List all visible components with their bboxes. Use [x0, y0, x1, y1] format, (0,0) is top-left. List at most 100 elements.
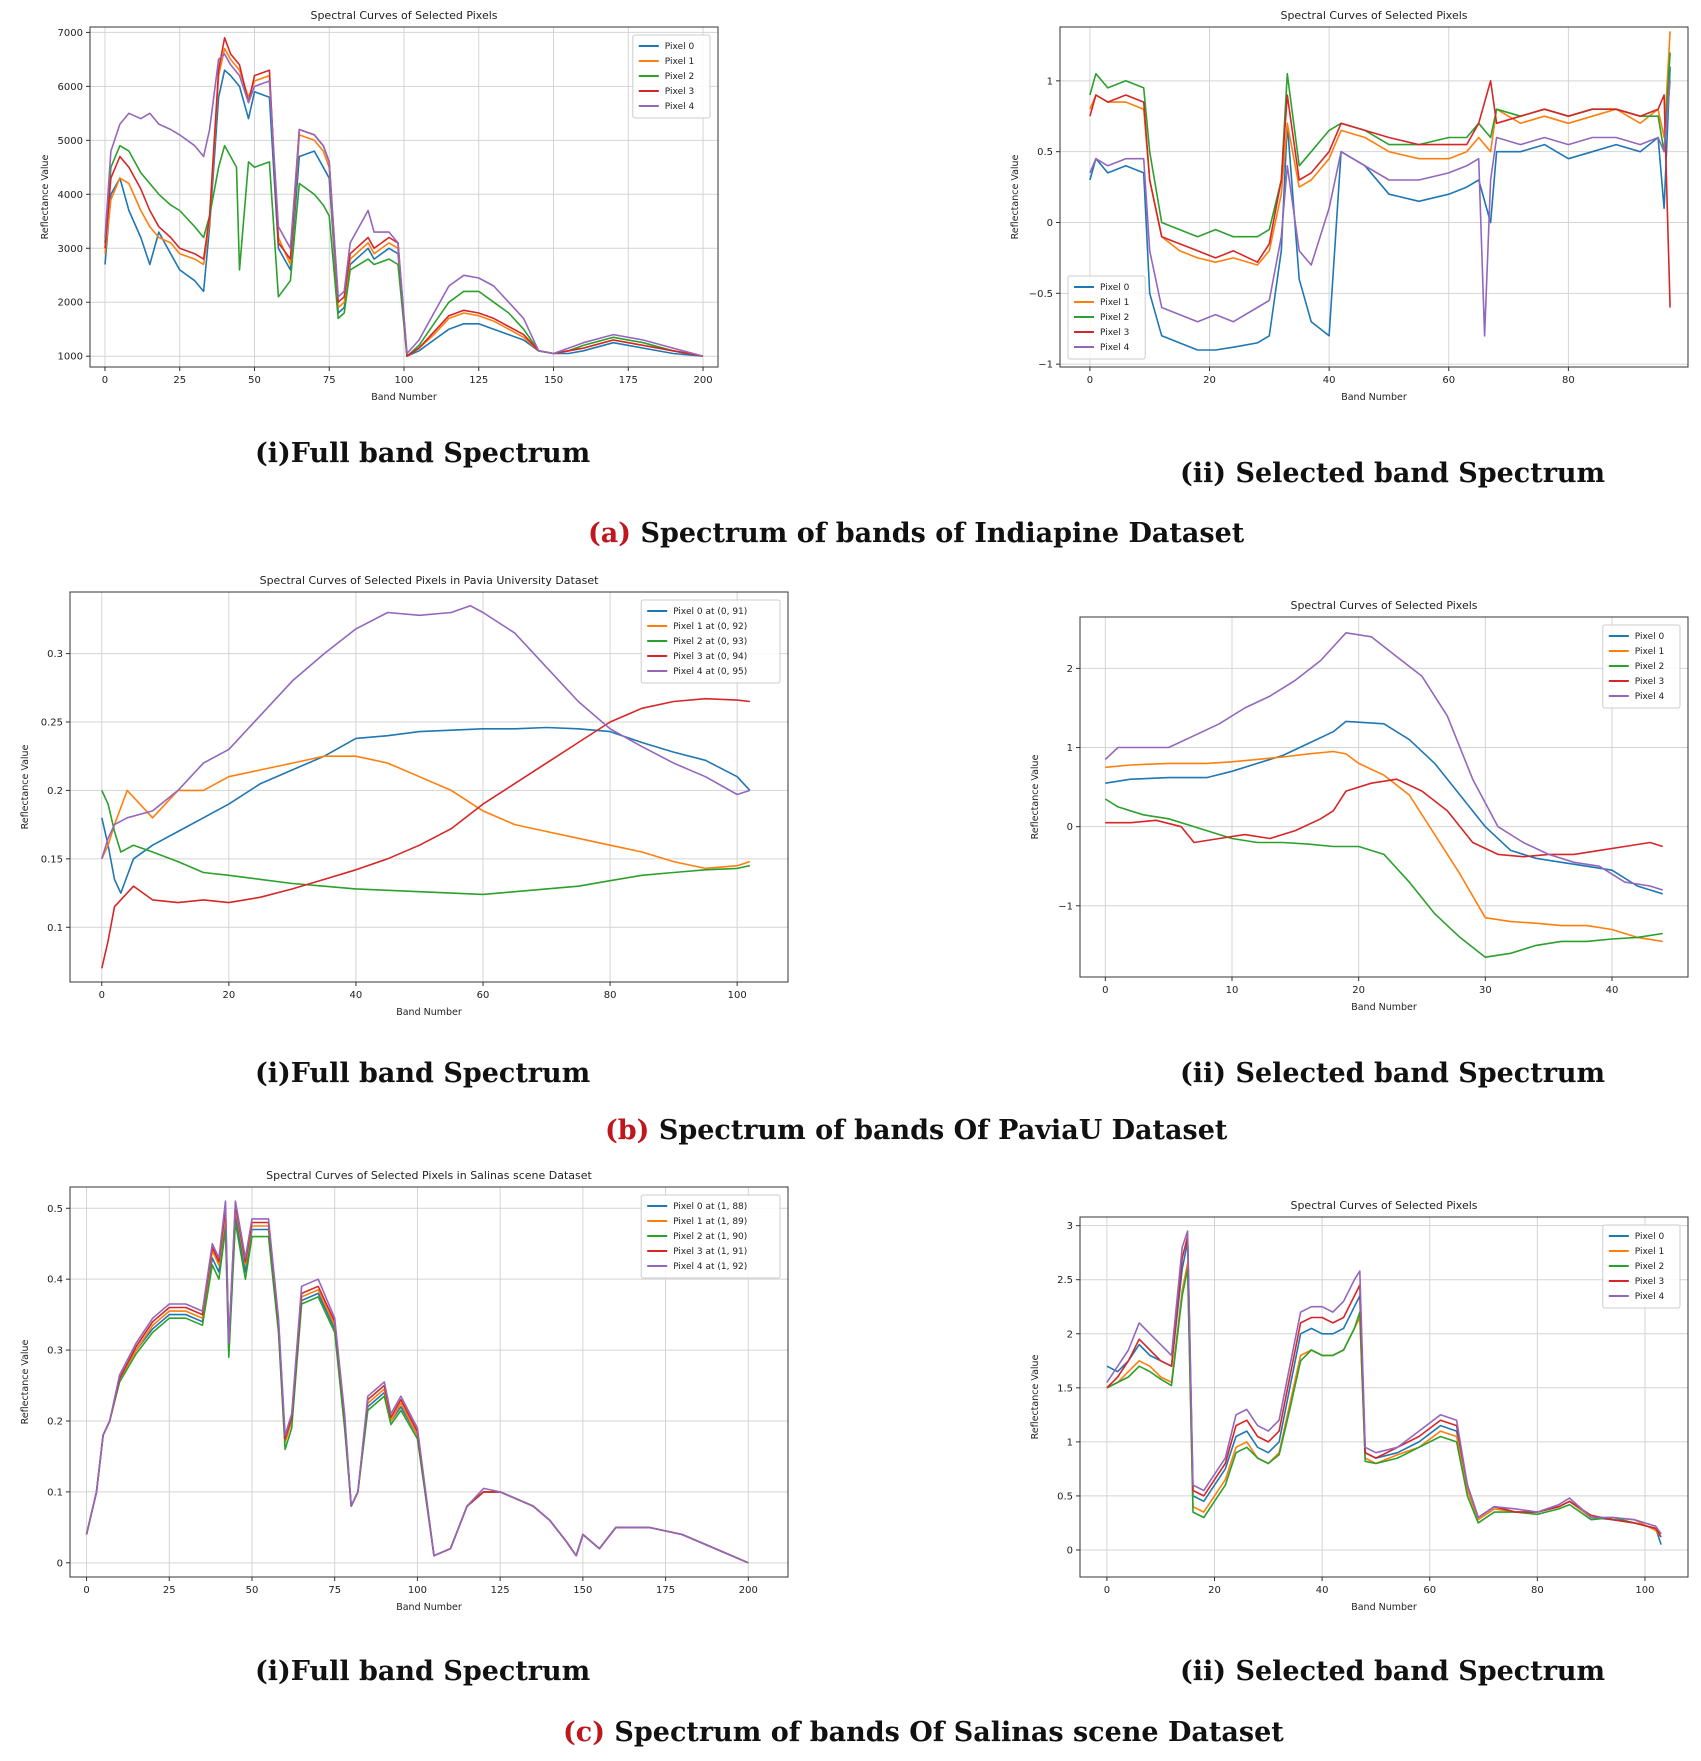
legend-label: Pixel 3 [1635, 1277, 1664, 1287]
x-tick-label: 0 [1087, 375, 1093, 386]
series-line-pixel-1 [1105, 750, 1663, 943]
series-line-pixel-2 [1106, 1268, 1662, 1535]
section-title-a: (a) Spectrum of bands of Indiapine Datas… [588, 518, 1244, 549]
plot-frame [1079, 1216, 1689, 1578]
plot-frame [1059, 26, 1689, 368]
legend-label: Pixel 2 [665, 72, 694, 82]
chart-title: Spectral Curves of Selected Pixels [1280, 9, 1467, 22]
x-tick-label: 50 [246, 1585, 259, 1596]
series-line-pixel-2 [1104, 798, 1663, 958]
legend-label: Pixel 3 [1100, 328, 1129, 338]
y-tick-label: 0.5 [47, 1204, 63, 1215]
chart-b1: Spectral Curves of Selected Pixels in Pa… [10, 570, 800, 1030]
x-tick-label: 25 [163, 1585, 176, 1596]
y-tick-label: 2 [1067, 1329, 1073, 1340]
legend-label: Pixel 3 [665, 87, 694, 97]
legend-label: Pixel 1 at (0, 92) [673, 622, 747, 632]
y-tick-label: 2000 [58, 298, 83, 309]
y-tick-label: 0.3 [47, 649, 63, 660]
y-tick-label: 0.1 [47, 1487, 63, 1498]
y-tick-label: 7000 [58, 28, 83, 39]
series-line-pixel-4 [1106, 1230, 1662, 1535]
x-axis-label: Band Number [1341, 392, 1407, 403]
legend-label: Pixel 4 [1635, 692, 1665, 702]
y-axis-label: Reflectance Value [20, 744, 31, 829]
legend: Pixel 0 at (1, 88) Pixel 1 at (1, 89) Pixe… [640, 1194, 781, 1279]
legend-label: Pixel 0 at (1, 88) [673, 1202, 747, 1212]
series-line-pixel-2 [1089, 52, 1671, 238]
x-tick-label: 40 [1606, 985, 1619, 996]
y-tick-label: 1 [1067, 743, 1073, 754]
legend-label: Pixel 3 at (1, 91) [673, 1247, 747, 1257]
section-title-b: (b) Spectrum of bands Of PaviaU Dataset [605, 1115, 1227, 1146]
plot-frame [1079, 616, 1689, 978]
grid [86, 27, 718, 371]
x-tick-label: 125 [491, 1585, 510, 1596]
grid [1076, 1217, 1688, 1581]
legend: Pixel 0 Pixel 1 Pixel 2 Pixel 3 Pixel 4 [1067, 275, 1146, 360]
chart-title: Spectral Curves of Selected Pixels in Sa… [266, 1169, 592, 1182]
legend-label: Pixel 0 [1100, 283, 1130, 293]
chart-title: Spectral Curves of Selected Pixels [1290, 599, 1477, 612]
x-axis-label: Band Number [396, 1007, 462, 1018]
legend-label: Pixel 4 [1100, 343, 1130, 353]
caption-b-full: (i)Full band Spectrum [255, 1058, 591, 1089]
x-tick-label: 0 [102, 375, 108, 386]
legend-label: Pixel 3 at (0, 94) [673, 652, 747, 662]
legend-label: Pixel 2 [1635, 1262, 1664, 1272]
legend-label: Pixel 1 [1100, 298, 1129, 308]
legend-label: Pixel 2 [1100, 313, 1129, 323]
y-tick-label: 0 [1067, 1545, 1073, 1556]
caption-c-selected: (ii) Selected band Spectrum [1180, 1656, 1606, 1687]
series-line-pixel-2 [101, 790, 751, 896]
x-tick-label: 60 [1442, 375, 1455, 386]
y-axis-label: Reflectance Value [1010, 154, 1021, 239]
y-tick-label: 0.5 [1037, 147, 1053, 158]
x-tick-label: 0 [1104, 1585, 1110, 1596]
x-tick-label: 40 [1323, 375, 1336, 386]
series-line-pixel-1 [1089, 31, 1671, 266]
y-tick-label: 1.5 [1057, 1383, 1073, 1394]
legend-label: Pixel 1 [1635, 1247, 1664, 1257]
y-tick-label: 2 [1067, 664, 1073, 675]
x-tick-label: 40 [1316, 1585, 1329, 1596]
legend-label: Pixel 0 [1635, 632, 1665, 642]
series-line-pixel-4 [1104, 632, 1663, 891]
series-line-pixel-2 [104, 144, 704, 357]
caption-a-full: (i)Full band Spectrum [255, 438, 591, 469]
x-tick-label: 200 [694, 375, 713, 386]
series-line-pixel-4 [104, 53, 704, 357]
x-tick-label: 40 [350, 990, 363, 1001]
y-tick-label: 3000 [58, 244, 83, 255]
x-tick-label: 80 [1562, 375, 1575, 386]
legend-label: Pixel 1 at (1, 89) [673, 1217, 747, 1227]
legend: Pixel 0 Pixel 1 Pixel 2 Pixel 3 Pixel 4 [1602, 624, 1681, 709]
x-tick-label: 80 [1531, 1585, 1544, 1596]
caption-c-full: (i)Full band Spectrum [255, 1656, 591, 1687]
y-tick-label: 1 [1047, 76, 1053, 87]
x-tick-label: 175 [656, 1585, 675, 1596]
grid [1056, 27, 1688, 371]
y-tick-label: −1 [1058, 901, 1073, 912]
y-tick-label: 0 [1047, 218, 1053, 229]
grid [1076, 617, 1688, 981]
plot-frame [69, 1186, 789, 1578]
legend-label: Pixel 0 at (0, 91) [673, 607, 747, 617]
legend-label: Pixel 4 [665, 102, 695, 112]
section-text-a: Spectrum of bands of Indiapine Dataset [640, 518, 1245, 549]
y-tick-label: 0.5 [1057, 1491, 1073, 1502]
x-tick-label: 100 [728, 990, 747, 1001]
x-tick-label: 20 [1208, 1585, 1221, 1596]
x-tick-label: 20 [1203, 375, 1216, 386]
section-tag-b: (b) [605, 1115, 650, 1146]
x-tick-label: 30 [1479, 985, 1492, 996]
x-tick-label: 100 [394, 375, 413, 386]
legend-label: Pixel 4 [1635, 1292, 1665, 1302]
legend-label: Pixel 0 [665, 42, 695, 52]
y-tick-label: 0.2 [47, 786, 63, 797]
chart-title: Spectral Curves of Selected Pixels in Pa… [260, 574, 599, 587]
series-line-pixel-4 [101, 604, 751, 860]
x-tick-label: 125 [469, 375, 488, 386]
legend-label: Pixel 0 [1635, 1232, 1665, 1242]
y-tick-label: 5000 [58, 136, 83, 147]
